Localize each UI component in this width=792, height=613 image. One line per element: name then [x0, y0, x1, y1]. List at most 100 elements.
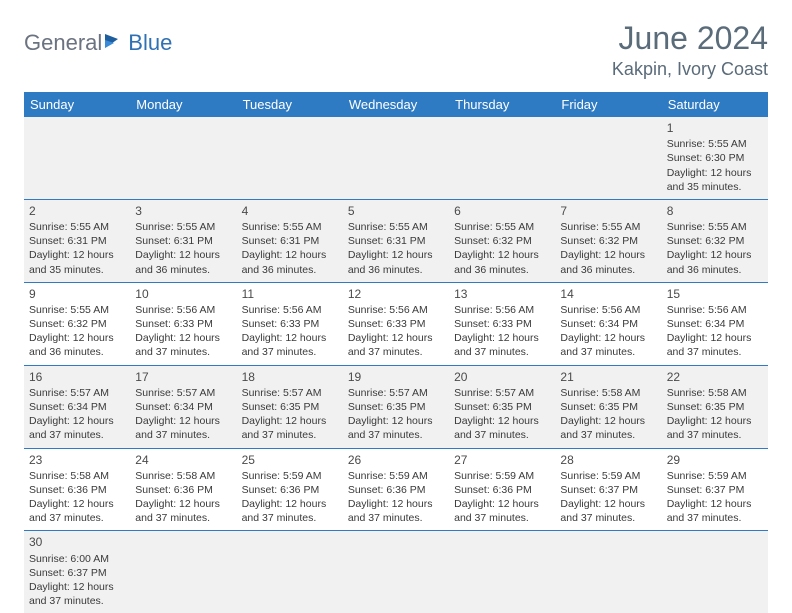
sunrise-line: Sunrise: 5:59 AM	[667, 469, 763, 483]
daylight-line: Daylight: 12 hours and 37 minutes.	[667, 414, 763, 442]
calendar-day-cell: 25Sunrise: 5:59 AMSunset: 6:36 PMDayligh…	[237, 448, 343, 531]
sunset-line: Sunset: 6:34 PM	[667, 317, 763, 331]
calendar-day-cell	[555, 531, 661, 613]
day-number: 25	[242, 452, 338, 468]
daylight-line: Daylight: 12 hours and 37 minutes.	[560, 414, 656, 442]
calendar-day-cell: 16Sunrise: 5:57 AMSunset: 6:34 PMDayligh…	[24, 365, 130, 448]
sunset-line: Sunset: 6:35 PM	[348, 400, 444, 414]
daylight-line: Daylight: 12 hours and 37 minutes.	[560, 331, 656, 359]
calendar-day-cell	[555, 117, 661, 199]
calendar-day-cell: 22Sunrise: 5:58 AMSunset: 6:35 PMDayligh…	[662, 365, 768, 448]
sunrise-line: Sunrise: 5:58 AM	[560, 386, 656, 400]
day-number: 7	[560, 203, 656, 219]
daylight-line: Daylight: 12 hours and 37 minutes.	[242, 497, 338, 525]
sunrise-line: Sunrise: 5:56 AM	[454, 303, 550, 317]
calendar-week-row: 16Sunrise: 5:57 AMSunset: 6:34 PMDayligh…	[24, 365, 768, 448]
sunset-line: Sunset: 6:36 PM	[454, 483, 550, 497]
calendar-week-row: 30Sunrise: 6:00 AMSunset: 6:37 PMDayligh…	[24, 531, 768, 613]
flag-icon	[104, 32, 126, 55]
sunset-line: Sunset: 6:32 PM	[560, 234, 656, 248]
calendar-day-cell: 12Sunrise: 5:56 AMSunset: 6:33 PMDayligh…	[343, 282, 449, 365]
day-header-cell: Monday	[130, 92, 236, 117]
day-number: 8	[667, 203, 763, 219]
brand-logo: General Blue	[24, 30, 172, 56]
calendar-day-cell: 28Sunrise: 5:59 AMSunset: 6:37 PMDayligh…	[555, 448, 661, 531]
sunset-line: Sunset: 6:37 PM	[560, 483, 656, 497]
calendar-day-cell	[343, 531, 449, 613]
calendar-day-cell	[130, 531, 236, 613]
calendar-day-cell	[449, 117, 555, 199]
day-header-cell: Tuesday	[237, 92, 343, 117]
sunrise-line: Sunrise: 5:55 AM	[348, 220, 444, 234]
page-header: General Blue June 2024 Kakpin, Ivory Coa…	[24, 20, 768, 80]
day-number: 1	[667, 120, 763, 136]
sunset-line: Sunset: 6:30 PM	[667, 151, 763, 165]
day-number: 22	[667, 369, 763, 385]
daylight-line: Daylight: 12 hours and 37 minutes.	[242, 331, 338, 359]
day-number: 26	[348, 452, 444, 468]
sunset-line: Sunset: 6:37 PM	[667, 483, 763, 497]
daylight-line: Daylight: 12 hours and 37 minutes.	[348, 497, 444, 525]
day-header-cell: Sunday	[24, 92, 130, 117]
sunrise-line: Sunrise: 6:00 AM	[29, 552, 125, 566]
sunset-line: Sunset: 6:34 PM	[560, 317, 656, 331]
calendar-day-cell: 1Sunrise: 5:55 AMSunset: 6:30 PMDaylight…	[662, 117, 768, 199]
day-number: 28	[560, 452, 656, 468]
day-header-cell: Wednesday	[343, 92, 449, 117]
calendar-week-row: 2Sunrise: 5:55 AMSunset: 6:31 PMDaylight…	[24, 199, 768, 282]
day-number: 11	[242, 286, 338, 302]
day-number: 4	[242, 203, 338, 219]
daylight-line: Daylight: 12 hours and 35 minutes.	[29, 248, 125, 276]
day-number: 18	[242, 369, 338, 385]
sunset-line: Sunset: 6:35 PM	[242, 400, 338, 414]
sunset-line: Sunset: 6:31 PM	[242, 234, 338, 248]
calendar-day-cell: 4Sunrise: 5:55 AMSunset: 6:31 PMDaylight…	[237, 199, 343, 282]
calendar-day-cell: 30Sunrise: 6:00 AMSunset: 6:37 PMDayligh…	[24, 531, 130, 613]
sunset-line: Sunset: 6:32 PM	[667, 234, 763, 248]
day-number: 6	[454, 203, 550, 219]
calendar-day-cell	[237, 531, 343, 613]
sunset-line: Sunset: 6:31 PM	[348, 234, 444, 248]
sunrise-line: Sunrise: 5:58 AM	[667, 386, 763, 400]
calendar-table: Sunday Monday Tuesday Wednesday Thursday…	[24, 92, 768, 613]
sunrise-line: Sunrise: 5:57 AM	[348, 386, 444, 400]
sunrise-line: Sunrise: 5:56 AM	[135, 303, 231, 317]
day-number: 5	[348, 203, 444, 219]
calendar-day-cell: 17Sunrise: 5:57 AMSunset: 6:34 PMDayligh…	[130, 365, 236, 448]
day-number: 2	[29, 203, 125, 219]
calendar-day-cell	[449, 531, 555, 613]
daylight-line: Daylight: 12 hours and 37 minutes.	[454, 497, 550, 525]
calendar-day-cell: 5Sunrise: 5:55 AMSunset: 6:31 PMDaylight…	[343, 199, 449, 282]
sunset-line: Sunset: 6:32 PM	[454, 234, 550, 248]
month-title: June 2024	[612, 20, 768, 57]
sunrise-line: Sunrise: 5:56 AM	[560, 303, 656, 317]
sunrise-line: Sunrise: 5:56 AM	[348, 303, 444, 317]
sunrise-line: Sunrise: 5:55 AM	[667, 220, 763, 234]
sunrise-line: Sunrise: 5:57 AM	[454, 386, 550, 400]
daylight-line: Daylight: 12 hours and 37 minutes.	[135, 414, 231, 442]
day-number: 3	[135, 203, 231, 219]
daylight-line: Daylight: 12 hours and 36 minutes.	[667, 248, 763, 276]
calendar-day-cell: 24Sunrise: 5:58 AMSunset: 6:36 PMDayligh…	[130, 448, 236, 531]
day-header-cell: Friday	[555, 92, 661, 117]
sunset-line: Sunset: 6:37 PM	[29, 566, 125, 580]
daylight-line: Daylight: 12 hours and 37 minutes.	[135, 331, 231, 359]
daylight-line: Daylight: 12 hours and 36 minutes.	[242, 248, 338, 276]
sunset-line: Sunset: 6:35 PM	[560, 400, 656, 414]
sunrise-line: Sunrise: 5:58 AM	[135, 469, 231, 483]
day-number: 29	[667, 452, 763, 468]
sunset-line: Sunset: 6:32 PM	[29, 317, 125, 331]
daylight-line: Daylight: 12 hours and 37 minutes.	[454, 414, 550, 442]
calendar-day-cell	[130, 117, 236, 199]
sunset-line: Sunset: 6:34 PM	[135, 400, 231, 414]
logo-text-blue: Blue	[128, 30, 172, 56]
day-header-cell: Saturday	[662, 92, 768, 117]
sunrise-line: Sunrise: 5:59 AM	[560, 469, 656, 483]
daylight-line: Daylight: 12 hours and 37 minutes.	[29, 497, 125, 525]
calendar-day-cell: 20Sunrise: 5:57 AMSunset: 6:35 PMDayligh…	[449, 365, 555, 448]
sunrise-line: Sunrise: 5:57 AM	[242, 386, 338, 400]
calendar-week-row: 1Sunrise: 5:55 AMSunset: 6:30 PMDaylight…	[24, 117, 768, 199]
day-number: 21	[560, 369, 656, 385]
day-number: 24	[135, 452, 231, 468]
calendar-day-cell: 11Sunrise: 5:56 AMSunset: 6:33 PMDayligh…	[237, 282, 343, 365]
